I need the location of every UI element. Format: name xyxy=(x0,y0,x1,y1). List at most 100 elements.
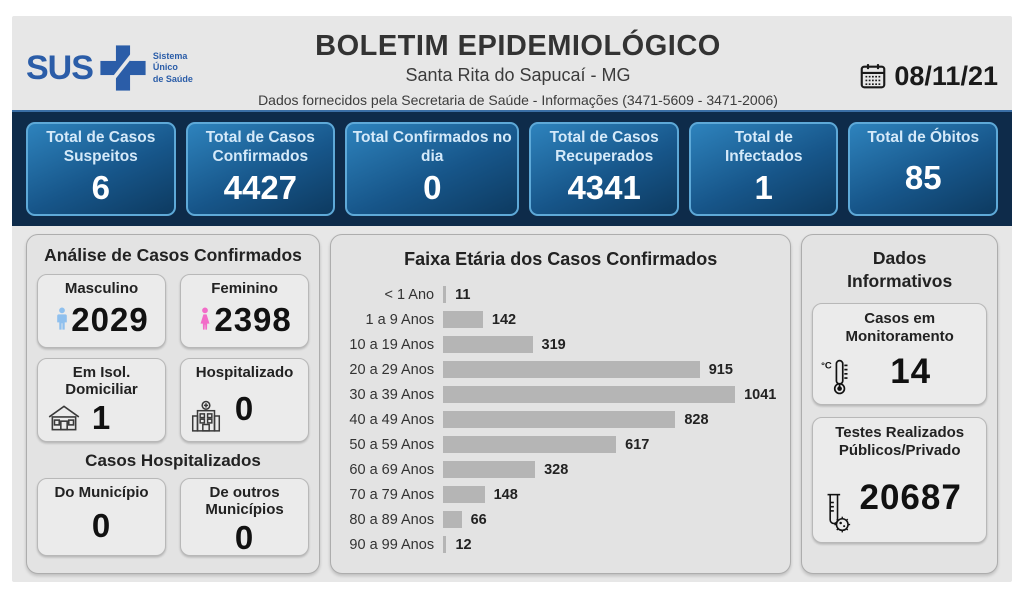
stat-card-infectados: Total de Infectados 1 xyxy=(688,122,839,216)
age-bar xyxy=(443,486,485,503)
age-bar xyxy=(443,461,536,478)
card-value: 2029 xyxy=(71,300,149,338)
stat-value: 4427 xyxy=(223,168,298,206)
sus-logo-text: SUS xyxy=(26,48,94,87)
card-label: Do Município xyxy=(54,484,149,501)
age-bar-value: 66 xyxy=(470,511,487,528)
age-bar-track: 319 xyxy=(443,336,776,353)
card-label: Casos em Monitoramento xyxy=(845,309,954,345)
age-axis-label: 70 a 79 Anos xyxy=(349,486,435,503)
hospital-icon xyxy=(189,399,223,433)
sus-cross-icon xyxy=(99,44,147,92)
card-value: 20687 xyxy=(859,477,962,517)
chart-row: 30 a 39 Anos 1041 xyxy=(345,382,776,407)
age-bar-track: 915 xyxy=(443,361,776,378)
card-value-row: 2029 xyxy=(42,297,161,342)
stat-card-obitos: Total de Óbitos 85 xyxy=(848,122,999,216)
hospitalized-cards: Do Município 0 De outros Municípios 0 xyxy=(37,478,310,557)
stat-label: Total de Casos Suspeitos xyxy=(46,129,156,165)
stat-card-suspeitos: Total de Casos Suspeitos 6 xyxy=(26,122,176,216)
main-row: Análise de Casos Confirmados Masculino 2… xyxy=(12,226,1012,574)
stat-card-confirmados: Total de Casos Confirmados 4427 xyxy=(185,122,336,216)
age-bar-track: 66 xyxy=(443,511,776,528)
age-bar xyxy=(443,511,462,528)
sus-tagline-line: Sistema xyxy=(152,51,188,62)
analysis-panel: Análise de Casos Confirmados Masculino 2… xyxy=(26,234,321,574)
stat-card-confirmados-dia: Total Confirmados no dia 0 xyxy=(345,122,520,216)
card-outros-municipios: De outros Municípios 0 xyxy=(180,478,310,557)
card-do-municipio: Do Município 0 xyxy=(37,478,167,556)
info-panel-title: Dados Informativos xyxy=(847,248,953,291)
age-bar xyxy=(443,411,676,428)
chart-row: 1 a 9 Anos 142 xyxy=(345,307,776,332)
card-hospitalizado: Hospitalizado xyxy=(180,358,310,442)
age-bar-value: 617 xyxy=(625,436,650,453)
age-bar xyxy=(443,286,447,303)
stat-value: 85 xyxy=(904,159,942,197)
test-tube-icon xyxy=(821,492,853,534)
stat-value: 4341 xyxy=(567,168,641,206)
chart-row: 90 a 99 Anos 12 xyxy=(345,532,776,557)
age-bar-value: 142 xyxy=(491,311,517,328)
info-panel: Dados Informativos Casos em Monitorament… xyxy=(801,234,998,574)
age-axis-label: < 1 Ano xyxy=(384,286,435,303)
chart-row: 40 a 49 Anos 828 xyxy=(345,407,776,432)
card-value-row: 0 xyxy=(185,381,304,436)
date-block: 08/11/21 xyxy=(798,16,998,110)
card-value-row: 20687 xyxy=(817,460,982,536)
age-bar-track: 11 xyxy=(443,286,776,303)
age-bar-track: 1041 xyxy=(443,386,776,403)
bulletin-canvas: SUS Sistema Único de Saúde BOLETIM EPIDE… xyxy=(12,16,1012,582)
header-titles: BOLETIM EPIDEMIOLÓGICO Santa Rita do Sap… xyxy=(238,16,798,110)
stat-value: 1 xyxy=(754,168,773,206)
stat-value: 6 xyxy=(91,168,110,206)
card-value: 2398 xyxy=(214,300,292,338)
gender-cards: Masculino 2029 Feminino xyxy=(37,274,310,442)
male-icon xyxy=(54,307,70,333)
card-masculino: Masculino 2029 xyxy=(37,274,167,348)
card-value-row: 0 xyxy=(185,519,304,557)
stat-label: Total de Infectados xyxy=(724,129,803,165)
age-axis-label: 80 a 89 Anos xyxy=(349,511,435,528)
chart-row: 60 a 69 Anos 328 xyxy=(345,457,776,482)
card-label: Em Isol. Domiciliar xyxy=(65,364,138,399)
age-bar xyxy=(443,386,736,403)
age-bar-track: 828 xyxy=(443,411,776,428)
page-title: BOLETIM EPIDEMIOLÓGICO xyxy=(315,30,721,62)
card-label: De outros Municípios xyxy=(205,484,284,519)
chart-row: 50 a 59 Anos 617 xyxy=(345,432,776,457)
stat-card-recuperados: Total de Casos Recuperados 4341 xyxy=(529,122,679,216)
chart-row: < 1 Ano 11 xyxy=(345,282,776,307)
age-bar xyxy=(443,436,617,453)
age-axis-label: 1 a 9 Anos xyxy=(365,311,435,328)
age-bar-value: 11 xyxy=(455,286,471,303)
age-bar xyxy=(443,536,447,553)
sus-tagline-line: de Saúde xyxy=(152,73,193,84)
card-label: Masculino xyxy=(64,280,139,297)
age-bar-value: 148 xyxy=(493,486,518,503)
age-axis-label: 90 a 99 Anos xyxy=(349,536,435,553)
age-bar-value: 328 xyxy=(544,461,569,478)
age-axis-label: 30 a 39 Anos xyxy=(349,386,435,403)
stat-label: Total Confirmados no dia xyxy=(352,129,512,165)
card-value: 0 xyxy=(234,389,255,427)
card-testes: Testes Realizados Públicos/Privado xyxy=(812,416,987,543)
age-chart-panel: Faixa Etária dos Casos Confirmados < 1 A… xyxy=(330,234,792,574)
svg-text:°C: °C xyxy=(821,360,832,371)
chart-row: 10 a 19 Anos 319 xyxy=(345,332,776,357)
age-axis-label: 50 a 59 Anos xyxy=(349,436,435,453)
age-bar xyxy=(443,311,483,328)
age-axis-label: 60 a 69 Anos xyxy=(349,461,435,478)
card-value: 14 xyxy=(890,351,932,391)
age-bar-track: 328 xyxy=(443,461,776,478)
page-info-line: Dados fornecidos pela Secretaria de Saúd… xyxy=(258,92,778,108)
chart-row: 70 a 79 Anos 148 xyxy=(345,482,776,507)
report-date: 08/11/21 xyxy=(894,60,998,91)
thermometer-icon: °C xyxy=(821,358,855,396)
age-chart-rows: < 1 Ano 11 1 a 9 Anos 142 10 a 19 Anos 319 20 … xyxy=(345,282,776,557)
card-value-row: 0 xyxy=(42,501,161,550)
card-label: Testes Realizados Públicos/Privado xyxy=(835,423,965,459)
chart-row: 80 a 89 Anos 66 xyxy=(345,507,776,532)
age-axis-label: 20 a 29 Anos xyxy=(349,361,435,378)
card-value: 0 xyxy=(234,518,255,556)
